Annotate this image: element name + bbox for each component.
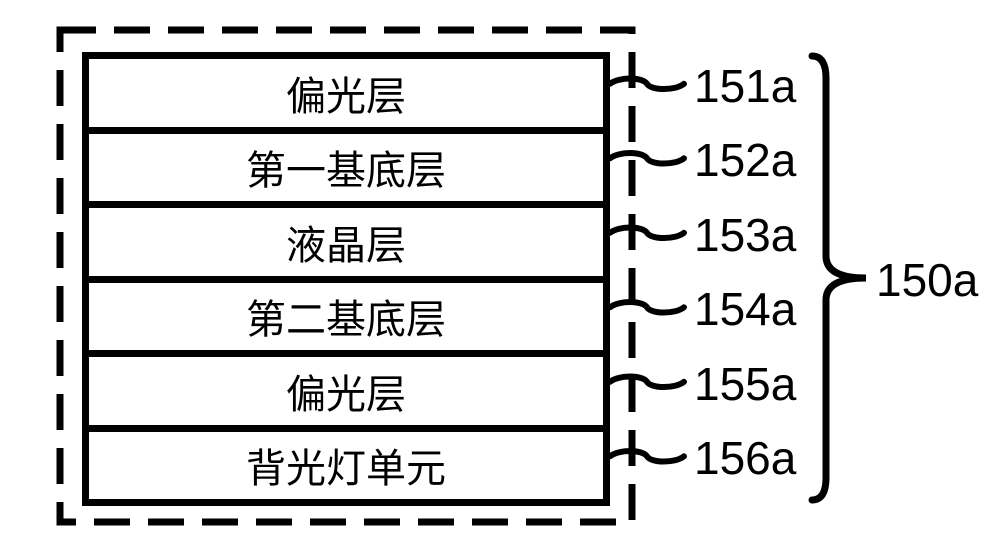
connector-2 [610, 228, 684, 239]
ref-label-2: 153a [694, 208, 796, 262]
ref-label-0: 151a [694, 59, 796, 113]
connectors-group [610, 79, 684, 462]
connector-3 [610, 302, 684, 313]
canvas: 偏光层 第一基底层 液晶层 第二基底层 偏光层 背光灯单元 151a 152a … [0, 0, 1000, 555]
connector-0 [610, 79, 684, 90]
layer-text-3: 第二基底层 [246, 287, 446, 345]
assembly-ref-label: 150a [876, 253, 978, 307]
layer-text-5: 背光灯单元 [246, 436, 446, 494]
ref-label-3: 154a [694, 282, 796, 336]
layer-box-0: 偏光层 [82, 52, 610, 134]
ref-label-5: 156a [694, 431, 796, 485]
layer-text-0: 偏光层 [286, 64, 406, 122]
layer-box-3: 第二基底层 [82, 276, 610, 358]
connector-1 [610, 153, 684, 164]
layer-box-1: 第一基底层 [82, 127, 610, 209]
connector-4 [610, 377, 684, 388]
connector-5 [610, 451, 684, 462]
ref-label-4: 155a [694, 357, 796, 411]
brace-path [812, 56, 866, 500]
layer-text-2: 液晶层 [286, 213, 406, 271]
layer-text-4: 偏光层 [286, 362, 406, 420]
layer-box-2: 液晶层 [82, 201, 610, 283]
layer-box-4: 偏光层 [82, 350, 610, 432]
layer-text-1: 第一基底层 [246, 138, 446, 196]
layer-box-5: 背光灯单元 [82, 425, 610, 507]
ref-label-1: 152a [694, 133, 796, 187]
